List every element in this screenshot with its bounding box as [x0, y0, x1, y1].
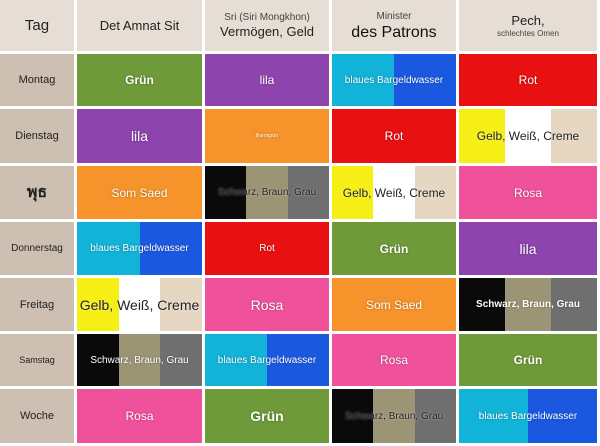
color-cell-pink: Rosa	[77, 389, 205, 446]
cell-label: blaues Bargeldwasser	[344, 74, 444, 86]
stripes	[459, 278, 597, 331]
cell-label: lilarotgrün	[256, 133, 278, 139]
color-cell-cyan-blue: blaues Bargeldwasser	[459, 389, 600, 446]
row-label-woche: Woche	[0, 389, 77, 446]
color-cell-pink: Rosa	[205, 278, 332, 334]
cell-label: Rosa	[379, 353, 408, 367]
cell-label: Grün	[513, 353, 543, 367]
color-cell-orange: Som Saed	[332, 278, 459, 334]
row-label-freitag: Freitag	[0, 278, 77, 334]
row-label-text: Dienstag	[15, 130, 59, 142]
cell-label: Grün	[250, 408, 284, 424]
color-cell-green: Grün	[205, 389, 332, 446]
cell-label: Schwarz, Braun, Grau	[476, 299, 580, 310]
cell-label: Gelb, Weiß, Creme	[79, 296, 200, 313]
color-cell-purple: lila	[459, 222, 600, 278]
cell-label: Som Saed	[365, 297, 423, 312]
color-cell-cyan-blue: blaues Bargeldwasser	[77, 222, 205, 278]
row-label-montag: Montag	[0, 54, 77, 109]
row-label-text: Samstag	[19, 355, 55, 365]
cell-label: Som Saed	[111, 185, 168, 200]
header-col-3: Minister des Patrons	[332, 0, 459, 54]
cell-label: Gelb, Weiß, Creme	[342, 185, 446, 200]
row-label-text: Montag	[18, 74, 56, 86]
color-cell-black-brown-gray: Schwarz, Braun, Grau	[205, 166, 332, 222]
header-col-2-bottom: Vermögen, Geld	[220, 24, 314, 39]
stripes	[332, 166, 456, 219]
header-col-4-top: Pech,	[511, 13, 545, 28]
cell-label: Schwarz, Braun, Grau	[217, 187, 317, 198]
stripes	[332, 389, 456, 443]
cell-label: Schwarz, Braun, Grau	[344, 410, 444, 422]
color-cell-red: Rot	[332, 109, 459, 166]
stripes	[77, 334, 202, 386]
stripes	[205, 334, 329, 386]
color-cell-yellow-white-cream: Gelb, Weiß, Creme	[459, 109, 600, 166]
cell-label: Rosa	[250, 296, 284, 313]
header-tag-label: Tag	[24, 17, 50, 34]
cell-label: Schwarz, Braun, Grau	[90, 354, 189, 366]
cell-label: Grün	[125, 73, 154, 87]
cell-label: Rot	[518, 73, 538, 87]
color-cell-orange: lilarotgrün	[205, 109, 332, 166]
header-col-2: Sri (Siri Mongkhon) Vermögen, Geld	[205, 0, 332, 54]
row-label-text: Freitag	[19, 298, 55, 311]
row-label-dienstag: Dienstag	[0, 109, 77, 166]
stripes	[77, 278, 202, 331]
color-cell-cyan-blue: blaues Bargeldwasser	[332, 54, 459, 109]
cell-label: lila	[130, 128, 149, 144]
stripes	[77, 222, 202, 275]
stripes	[459, 389, 597, 443]
color-cell-green: Grün	[332, 222, 459, 278]
row-label-donnerstag: Donnerstag	[0, 222, 77, 278]
color-cell-black-brown-gray: Schwarz, Braun, Grau	[77, 334, 205, 389]
header-col-4-bottom: schlechtes Omen	[497, 29, 559, 38]
cell-label: Rot	[384, 129, 404, 143]
header-col-1: Det Amnat Sit	[77, 0, 205, 54]
stripes	[205, 166, 329, 219]
color-cell-yellow-white-cream: Gelb, Weiß, Creme	[77, 278, 205, 334]
color-cell-green: Grün	[77, 54, 205, 109]
stripes	[332, 54, 456, 106]
color-cell-pink: Rosa	[332, 334, 459, 389]
cell-label: Rosa	[513, 185, 542, 200]
cell-label: Rot	[259, 243, 275, 254]
color-cell-red: Rot	[459, 54, 600, 109]
header-tag: Tag	[0, 0, 77, 54]
color-cell-red: Rot	[205, 222, 332, 278]
stripes	[459, 109, 597, 163]
cell-label: blaues Bargeldwasser	[90, 243, 189, 254]
cell-label: lila	[259, 73, 275, 87]
cell-label: Gelb, Weiß, Creme	[476, 129, 580, 143]
color-cell-cyan-blue: blaues Bargeldwasser	[205, 334, 332, 389]
color-cell-yellow-white-cream: Gelb, Weiß, Creme	[332, 166, 459, 222]
row-label-text: Donnerstag	[11, 243, 63, 254]
cell-label: Rosa	[125, 409, 154, 423]
header-col-4: Pech, schlechtes Omen	[459, 0, 600, 54]
header-col-3-top: Minister	[376, 10, 412, 22]
color-cell-pink: Rosa	[459, 166, 600, 222]
row-label-samstag: Samstag	[0, 334, 77, 389]
row-label-wed: พุธ	[0, 166, 77, 222]
header-col-2-top: Sri (Siri Mongkhon)	[224, 12, 310, 23]
color-cell-black-brown-gray: Schwarz, Braun, Grau	[332, 389, 459, 446]
cell-label: blaues Bargeldwasser	[217, 354, 317, 366]
row-label-text: Woche	[19, 410, 55, 422]
cell-label: blaues Bargeldwasser	[478, 410, 578, 422]
color-cell-purple: lila	[77, 109, 205, 166]
color-cell-black-brown-gray: Schwarz, Braun, Grau	[459, 278, 600, 334]
header-col-1-bottom: Det Amnat Sit	[99, 17, 180, 33]
row-label-text: พุธ	[26, 184, 48, 201]
cell-label: lila	[519, 240, 537, 257]
color-cell-green: Grün	[459, 334, 600, 389]
cell-label: Grün	[379, 241, 409, 256]
color-cell-orange: Som Saed	[77, 166, 205, 222]
header-col-3-bottom: des Patrons	[351, 23, 437, 41]
color-cell-purple: lila	[205, 54, 332, 109]
